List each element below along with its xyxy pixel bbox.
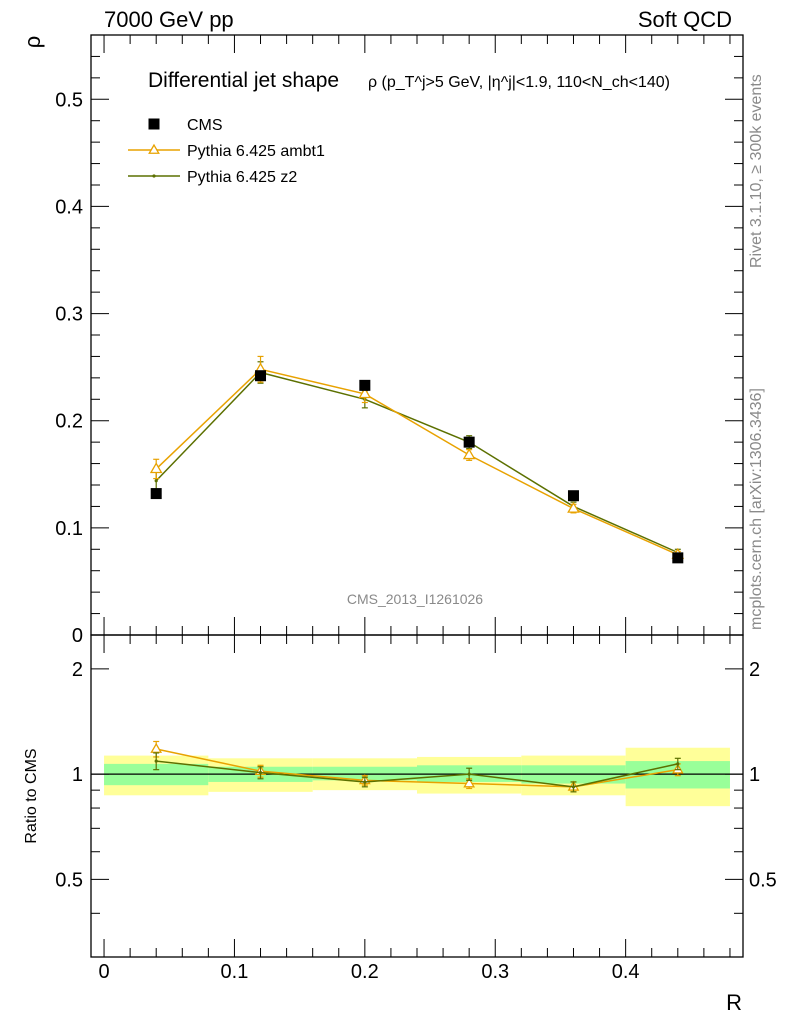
series-line [155, 368, 679, 556]
legend: CMS Pythia 6.425 ambt1 Pythia 6.425 z2 [128, 117, 325, 186]
data-point-square [359, 379, 371, 391]
legend-label: CMS [187, 117, 223, 134]
legend-label: Pythia 6.425 z2 [187, 169, 297, 186]
data-point-square [255, 370, 267, 382]
main-y-tick-label: 0.2 [55, 411, 83, 433]
y-axis-label: ρ [20, 36, 45, 49]
ratio-line [156, 748, 678, 788]
data-point-triangle [149, 462, 163, 474]
ratio-point-dot [467, 772, 471, 776]
header-right: Soft QCD [637, 7, 732, 32]
main-y-tick-label: 0.1 [55, 518, 83, 540]
series-cms [150, 370, 684, 564]
ratio-point-dot [571, 785, 576, 789]
x-axis-label: R [726, 990, 742, 1015]
ratio-point-triangle [150, 742, 163, 753]
header-left: 7000 GeV pp [104, 7, 234, 32]
main-y-tick-label: 0.4 [55, 196, 83, 218]
data-point-square [463, 436, 475, 448]
main-y-tick-label: 0 [72, 625, 83, 647]
data-point-triangle [462, 448, 476, 460]
plot-title-main: Differential jet shape [148, 69, 339, 92]
x-tick-label: 0 [98, 961, 109, 983]
data-point-triangle [358, 387, 372, 399]
ratio-y-tick-label-left: 2 [72, 659, 83, 681]
legend-marker-square [148, 118, 160, 130]
legend-marker-triangle [148, 143, 160, 154]
main-y-tick-label: 0.5 [55, 89, 83, 111]
ratio-y-tick-label-left: 0.5 [55, 869, 83, 891]
x-tick-label: 0.2 [351, 961, 379, 983]
x-tick-label: 0.1 [221, 961, 249, 983]
ratio-y-tick-label-right: 1 [749, 764, 760, 786]
ratio-y-axis-label: Ratio to CMS [23, 748, 40, 843]
ratio-line [156, 760, 678, 788]
ratio-point-dot [363, 780, 367, 784]
main-y-tick-label: 0.3 [55, 304, 83, 326]
ratio-point-dot [258, 771, 263, 775]
mcplots-note: mcplots.cern.ch [arXiv:1306.3436] [748, 388, 765, 630]
rivet-note: Rivet 3.1.10, ≥ 300k events [748, 74, 765, 268]
legend-item: Pythia 6.425 ambt1 [128, 143, 325, 160]
legend-label: Pythia 6.425 ambt1 [187, 143, 325, 160]
data-point-square [567, 490, 579, 502]
ratio-series-pythia-6-425-z2 [153, 752, 681, 793]
ratio-point-dot [676, 762, 680, 766]
series-pythia-6-425-z2 [153, 361, 681, 557]
plot-title-tail: ρ (p_T^j>5 GeV, |η^j|<1.9, 110<N_ch<140) [368, 74, 670, 91]
ratio-y-tick-label-left: 1 [72, 764, 83, 786]
data-point-triangle [567, 501, 580, 513]
ratio-point-triangle [463, 777, 476, 788]
series-line [155, 371, 679, 554]
legend-item: Pythia 6.425 z2 [128, 169, 297, 186]
series-layer [149, 355, 685, 793]
legend-item: CMS [148, 117, 223, 134]
analysis-label: CMS_2013_I1261026 [347, 591, 483, 607]
ratio-y-tick-label-right: 0.5 [749, 869, 777, 891]
series-pythia-6-425-ambt1 [149, 355, 685, 559]
labels-layer: 0 0.1 0.2 0.3 0.4 0.5 0.5 0.5 1 1 2 2 0 0.1 0.2 0.3 0.4 R… [20, 36, 777, 1015]
ratio-point-dot [154, 759, 158, 763]
legend-marker-dot [152, 174, 156, 178]
x-tick-label: 0.3 [481, 961, 509, 983]
ticks-layer [91, 34, 743, 958]
data-point-square [672, 552, 684, 564]
x-tick-label: 0.4 [612, 961, 640, 983]
data-point-square [150, 488, 162, 500]
data-point-dot [154, 479, 158, 483]
ratio-band-inner [312, 766, 417, 781]
ratio-y-tick-label-right: 2 [749, 659, 760, 681]
